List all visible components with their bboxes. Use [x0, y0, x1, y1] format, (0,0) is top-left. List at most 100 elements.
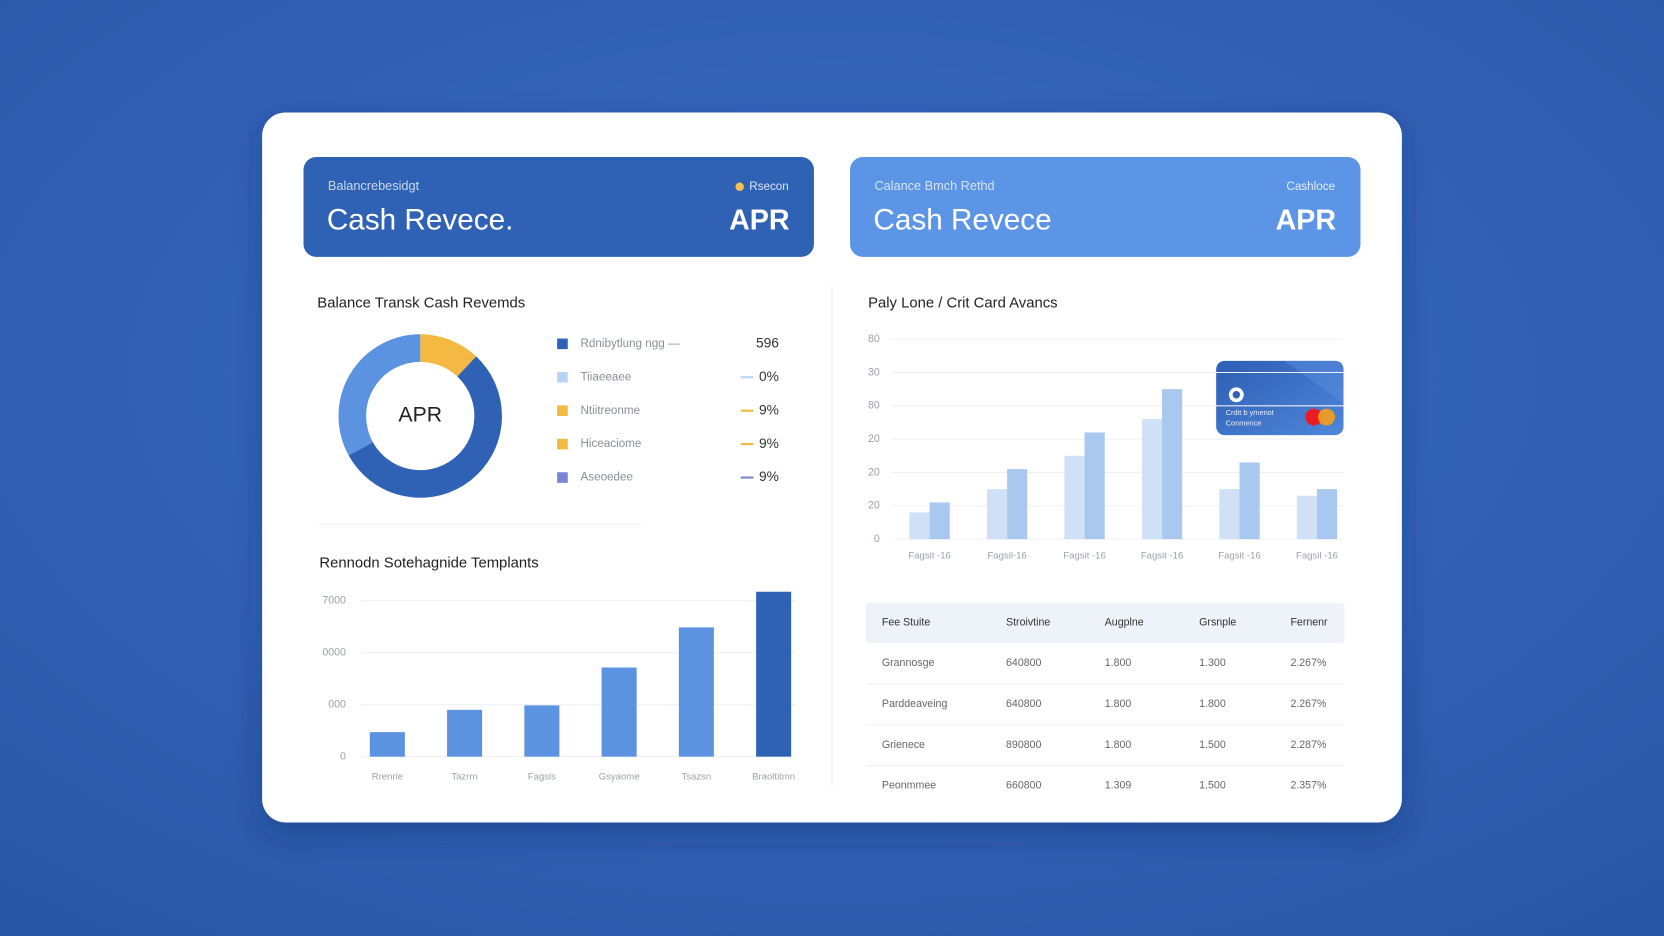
card-shine	[1284, 360, 1344, 404]
card-label: Calance Bmch Rethd	[874, 178, 994, 193]
legend-swatch	[557, 338, 568, 350]
legend-value: 9%	[759, 436, 779, 451]
table-header-cell: Fee Stuite	[882, 617, 930, 629]
table-header-cell: Augplne	[1105, 617, 1144, 629]
table-cell: 2.267%	[1290, 657, 1327, 669]
legend-swatch	[557, 405, 568, 416]
table-cell: 640800	[1006, 698, 1042, 710]
legend-swatch	[557, 371, 568, 383]
header-card	[303, 157, 814, 257]
table-cell: Parddeaveing	[882, 698, 948, 710]
bar	[1316, 489, 1338, 540]
chart-title: Rennodn Sotehagnide Templants	[319, 555, 538, 571]
bar	[1219, 489, 1240, 540]
bar	[678, 627, 714, 757]
card-title: Cash Revece	[873, 204, 1051, 237]
x-tick-label: Fagsit -16	[1063, 551, 1105, 562]
bar	[1296, 495, 1317, 540]
y-tick-label: 20	[868, 500, 880, 512]
table-cell: 1.800	[1105, 657, 1132, 669]
card-badge: APR	[1276, 204, 1337, 236]
credit-card: Crdit b ymenot Conmence	[1216, 360, 1344, 436]
legend-label: Aseoedee	[580, 471, 632, 484]
bar	[1239, 462, 1260, 540]
legend-value: 0%	[759, 369, 779, 384]
card-logo	[1232, 391, 1241, 399]
bar	[524, 705, 560, 757]
table-cell: 2.267%	[1290, 698, 1327, 710]
legend-value: 9%	[759, 402, 779, 417]
y-tick-label: 0000	[322, 646, 346, 658]
table-header-cell: Stroivtine	[1006, 617, 1050, 629]
donut-segment	[338, 334, 421, 456]
y-tick-label: 20	[868, 466, 880, 478]
bar	[1007, 469, 1028, 540]
y-tick-label: 0	[874, 533, 880, 545]
table-cell: 1.500	[1199, 780, 1226, 792]
card-badge: APR	[729, 204, 790, 236]
bar	[1162, 389, 1183, 540]
table-cell: Grannosge	[882, 657, 935, 669]
table-cell: 660800	[1006, 780, 1042, 792]
x-tick-label: Fagsls	[528, 771, 556, 782]
chart-title: Balance Transk Cash Revemds	[317, 295, 525, 311]
bar	[756, 591, 792, 757]
x-tick-label: Fagsil-16	[987, 551, 1026, 562]
legend-swatch	[557, 472, 568, 483]
table-cell: Peonmmee	[882, 780, 936, 792]
y-tick-label: 0	[340, 750, 346, 762]
table-cell: 2.287%	[1290, 739, 1327, 751]
y-tick-label: 30	[868, 366, 880, 378]
table-cell: 1.800	[1199, 698, 1226, 710]
x-tick-label: Fagsit -16	[1141, 551, 1183, 562]
x-tick-label: Fagsil -16	[1296, 551, 1338, 562]
card-tag: Cashloce	[1286, 180, 1335, 193]
legend-swatch	[557, 438, 568, 450]
table-header-cell: Fernenr	[1290, 617, 1328, 629]
card-brand	[1305, 408, 1323, 426]
donut-segment	[348, 356, 502, 498]
card-text: Conmence	[1226, 418, 1262, 427]
table-header-cell: Grsnple	[1199, 617, 1236, 629]
table-cell: 1.300	[1199, 657, 1226, 669]
table-cell: 1.500	[1199, 739, 1226, 751]
legend-label: Hiceaciome	[580, 437, 641, 450]
y-tick-label: 80	[868, 333, 880, 345]
table-cell: 1.800	[1105, 698, 1132, 710]
bar	[369, 732, 405, 757]
bar	[447, 709, 483, 757]
table-cell: 890800	[1006, 739, 1042, 751]
bar	[1084, 432, 1105, 540]
x-tick-label: Rrenrie	[372, 771, 403, 782]
bar	[1141, 419, 1163, 540]
table-header-bg	[865, 602, 1345, 644]
card-label: Balancrebesidgt	[328, 178, 420, 193]
table-cell: Grienece	[882, 739, 925, 751]
legend-label: Rdnibytlung ngg —	[580, 337, 679, 350]
donut-center-label: APR	[398, 404, 442, 427]
card-brand	[1318, 408, 1336, 426]
bar	[601, 667, 637, 757]
y-tick-label: 000	[328, 698, 346, 710]
card-text: Crdit b ymenot	[1226, 408, 1274, 417]
bar	[909, 512, 930, 540]
header-card	[850, 157, 1361, 257]
card-title: Cash Revece.	[327, 204, 514, 237]
x-tick-label: Tsazsn	[682, 771, 712, 782]
x-tick-label: Fagsit -16	[908, 551, 950, 562]
legend-label: Tiiaeeaee	[580, 370, 631, 383]
x-tick-label: Gsyaome	[599, 771, 640, 782]
y-tick-label: 20	[868, 433, 880, 445]
table-cell: 2.357%	[1290, 780, 1327, 792]
table-cell: 1.800	[1105, 739, 1132, 751]
y-tick-label: 7000	[322, 594, 346, 606]
card-tag: Rsecon	[749, 180, 789, 193]
chart-title: Paly Lone / Crit Card Avancs	[868, 295, 1057, 311]
legend-value: 596	[756, 335, 779, 350]
table-cell: 640800	[1006, 657, 1042, 669]
legend-label: Ntiitreonme	[580, 404, 640, 417]
legend-value: 9%	[759, 469, 779, 484]
bar	[1064, 455, 1085, 540]
